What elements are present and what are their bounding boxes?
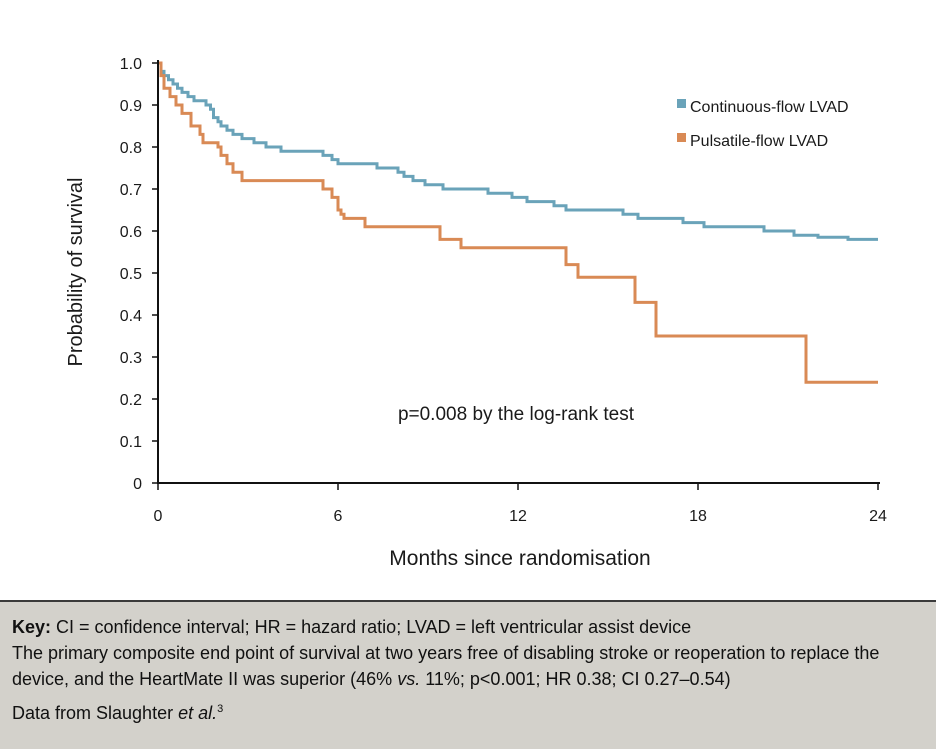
figure-caption: Key: CI = confidence interval; HR = haza… [0,600,936,749]
y-tick-label: 0.9 [120,98,142,115]
survival-chart: 0 0.1 0.2 0.3 0.4 0.5 0.6 0.7 0.8 0.9 1.0 0 6 12 18 24… [65,56,887,570]
caption-description: The primary composite end point of survi… [12,640,924,692]
x-tick-label: 24 [869,508,887,525]
caption-desc-b: 11%; p<0.001; HR 0.38; CI 0.27–0.54) [420,669,731,689]
series-layer [158,61,878,384]
pvalue-annotation: p=0.008 by the log-rank test [398,404,635,425]
y-ticks: 0 0.1 0.2 0.3 0.4 0.5 0.6 0.7 0.8 0.9 1.0 [120,56,158,493]
y-tick-label: 0.5 [120,266,142,283]
caption-key-label: Key: [12,617,52,637]
x-tick-label: 12 [509,508,527,525]
x-tick-label: 6 [334,508,343,525]
caption-desc-a: The primary composite end point of survi… [12,643,880,689]
series-line-pulsatile-flow [158,61,878,384]
y-tick-label: 0.8 [120,140,142,157]
caption-source-ref: 3 [217,703,224,715]
caption-source-text: Data from Slaughter [12,703,179,723]
y-tick-label: 0.6 [120,224,142,241]
y-tick-label: 0.4 [120,308,142,325]
legend-swatch-pulsatile [677,133,686,142]
legend-label-pulsatile: Pulsatile-flow LVAD [690,133,828,150]
x-axis-label: Months since randomisation [389,547,650,570]
caption-source: Data from Slaughter et al.3 [12,700,924,726]
legend-label-continuous: Continuous-flow LVAD [690,99,849,116]
y-tick-label: 0.7 [120,182,142,199]
caption-desc-vs: vs. [397,669,421,689]
x-tick-label: 0 [154,508,163,525]
caption-key-text: CI = confidence interval; HR = hazard ra… [51,617,692,637]
legend-swatch-continuous [677,99,686,108]
caption-source-etal: et al. [178,703,218,723]
x-ticks: 0 6 12 18 24 [154,483,887,525]
y-tick-label: 0.2 [120,392,142,409]
y-tick-label: 0.1 [120,434,142,451]
y-tick-label: 0 [133,476,142,493]
y-tick-label: 0.3 [120,350,142,367]
y-axis-label: Probability of survival [65,178,87,367]
series-line-continuous-flow [158,61,878,241]
legend: Continuous-flow LVAD Pulsatile-flow LVAD [677,99,849,150]
caption-key: Key: CI = confidence interval; HR = haza… [12,614,924,640]
y-tick-label: 1.0 [120,56,142,73]
x-tick-label: 18 [689,508,707,525]
